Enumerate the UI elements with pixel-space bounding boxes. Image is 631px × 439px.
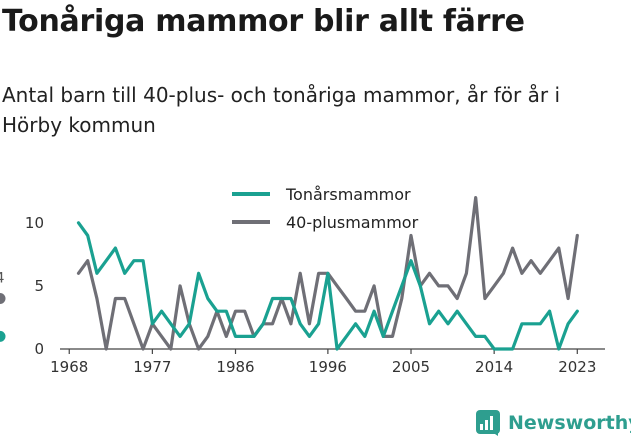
x-tick-label: 1968 [50, 358, 88, 376]
legend: Tonårsmammor 40-plusmammor [232, 185, 419, 232]
y-tick-label: 10 [25, 214, 44, 232]
end-value-label: 4 [0, 271, 5, 287]
legend-label-forty: 40-plusmammor [286, 213, 419, 232]
axes: 1968 1977 1986 1996 2005 2014 2023 0 5 10 [25, 214, 605, 376]
chart-subtitle: Antal barn till 40-plus- och tonåriga ma… [2, 83, 561, 137]
end-point-forty [0, 293, 6, 305]
x-tick-label: 2014 [475, 358, 513, 376]
y-tick-label: 5 [34, 277, 44, 295]
y-tick-label: 0 [34, 340, 44, 358]
x-tick-label: 1977 [133, 358, 171, 376]
chart-title: Tonåriga mammor blir allt färre [2, 4, 525, 39]
newsworthy-wordmark: Newsworthy [508, 412, 631, 434]
newsworthy-icon [476, 410, 500, 436]
series-line-teen [76, 221, 579, 351]
newsworthy-logo[interactable]: Newsworthy [476, 410, 631, 436]
series-lines [76, 196, 579, 351]
x-tick-label: 2005 [392, 358, 430, 376]
x-tick-label: 2023 [558, 358, 596, 376]
legend-label-teen: Tonårsmammor [285, 185, 411, 204]
end-markers: 4 [0, 271, 6, 342]
x-tick-label: 1996 [309, 358, 347, 376]
x-tick-label: 1986 [216, 358, 254, 376]
end-point-teen [0, 330, 6, 342]
